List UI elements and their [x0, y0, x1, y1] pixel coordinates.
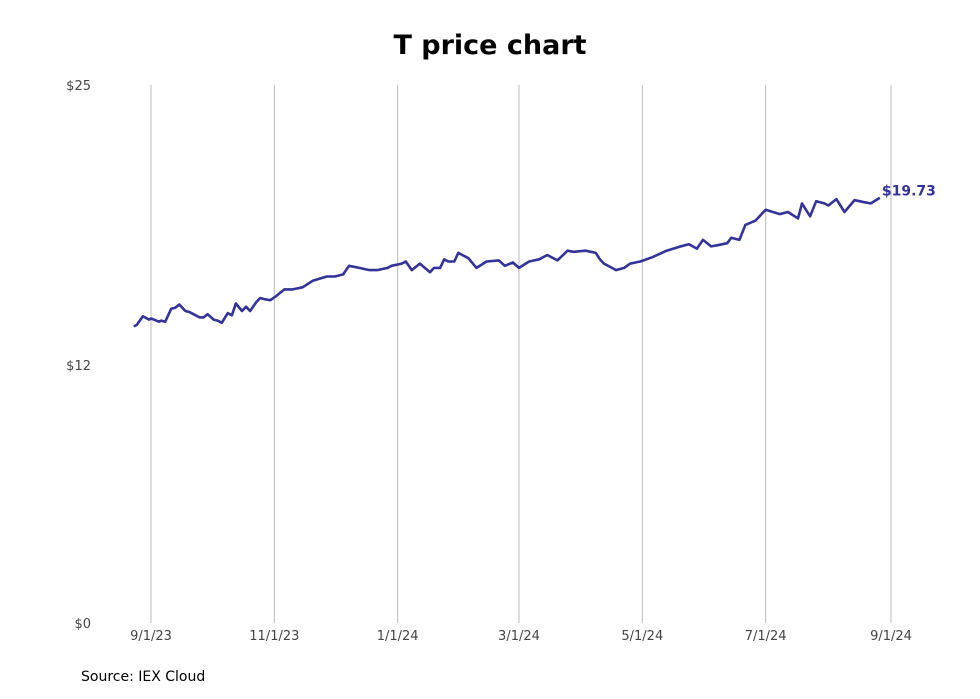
x-axis-ticks: 9/1/23 11/1/23 1/1/24 3/1/24 5/1/24 7/1/24 9/1… — [130, 629, 912, 644]
source-note: Source: IEX Cloud — [81, 669, 206, 685]
x-tick-label: 9/1/23 — [130, 629, 172, 644]
y-axis-ticks: $25 $12 $0 — [66, 79, 91, 632]
x-tick-label: 7/1/24 — [745, 629, 787, 644]
x-tick-label: 9/1/24 — [870, 629, 912, 644]
grid-lines — [150, 85, 892, 623]
y-tick-label: $25 — [66, 79, 91, 94]
x-tick-label: 1/1/24 — [377, 629, 419, 644]
price-line — [133, 197, 881, 328]
y-tick-label: $0 — [74, 617, 91, 632]
y-tick-label: $12 — [66, 359, 91, 374]
data-labels: $19.73 — [882, 183, 936, 199]
x-tick-label: 11/1/23 — [249, 629, 299, 644]
x-tick-label: 3/1/24 — [498, 629, 540, 644]
series-layer — [133, 197, 881, 328]
x-tick-label: 5/1/24 — [621, 629, 663, 644]
last-value-label: $19.73 — [882, 183, 936, 199]
chart-title: T price chart — [393, 30, 587, 61]
